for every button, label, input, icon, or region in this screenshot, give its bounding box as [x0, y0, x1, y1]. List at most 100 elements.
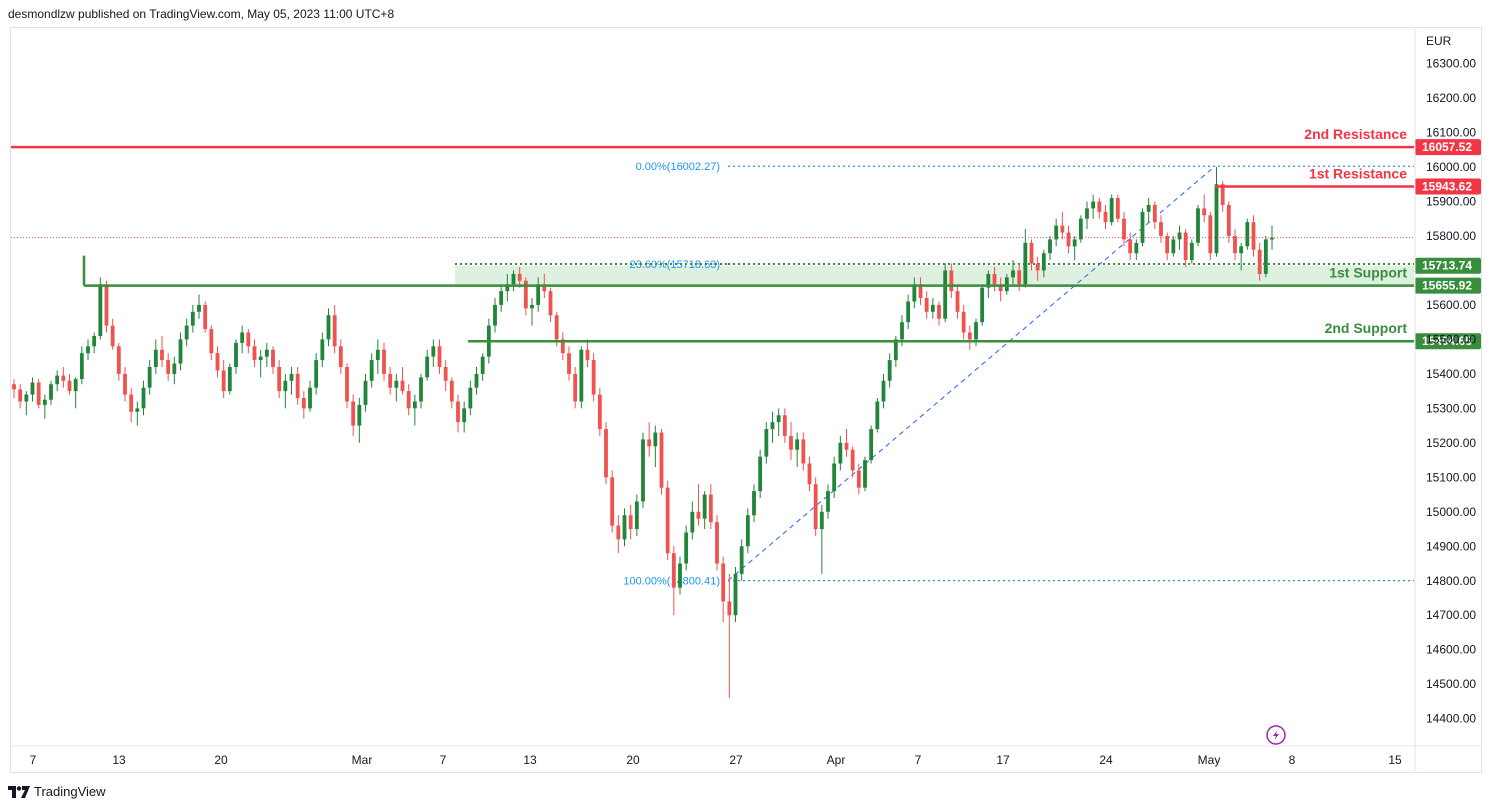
candle — [240, 325, 245, 354]
candle-body — [887, 360, 892, 381]
candle-body — [1270, 237, 1274, 240]
candle-body — [986, 273, 991, 288]
candle-body — [591, 360, 596, 395]
candle-body — [30, 382, 35, 395]
candle-body — [86, 346, 90, 354]
candle — [1078, 215, 1083, 243]
fib-trend-line — [727, 165, 1216, 581]
candle-body — [856, 470, 861, 488]
currency-label: EUR — [1426, 34, 1452, 48]
y-tick-label: 14700.00 — [1426, 608, 1476, 622]
candle-body — [79, 353, 84, 380]
candle — [1060, 211, 1065, 240]
candle-body — [221, 370, 226, 392]
candle-body — [641, 439, 645, 502]
x-tick-label: Apr — [827, 753, 846, 767]
y-tick-label: 14400.00 — [1426, 712, 1476, 726]
candle — [1048, 235, 1052, 261]
candle-body — [536, 284, 541, 305]
candle — [431, 339, 436, 367]
price-tag-label: 15655.92 — [1422, 279, 1472, 293]
candle-body — [197, 304, 201, 312]
candle — [924, 291, 929, 319]
candle-body — [1134, 242, 1139, 254]
candle-body — [425, 356, 430, 378]
x-axis[interactable]: 7 13 20 Mar 7 13 20 27 Apr 7 17 24 May 8 15 — [11, 745, 1482, 767]
candle — [1140, 208, 1145, 247]
candle-body — [721, 563, 726, 602]
candle-body — [18, 389, 23, 402]
candle — [375, 339, 380, 374]
price-tag: 15494.65 — [1415, 333, 1481, 350]
tradingview-logo-icon — [8, 785, 30, 798]
lightning-icon[interactable] — [1266, 725, 1286, 745]
candle — [129, 387, 134, 423]
candle-body — [1226, 204, 1231, 236]
price-tag-label: 15494.65 — [1422, 334, 1472, 348]
candle-body — [819, 511, 824, 530]
candle — [406, 384, 411, 416]
candle-body — [758, 456, 763, 492]
candle-body — [277, 366, 282, 392]
chart-frame — [10, 27, 1482, 773]
candle-body — [604, 429, 608, 478]
x-tick-label: 27 — [729, 753, 743, 767]
candle — [560, 332, 565, 361]
candle — [271, 346, 275, 374]
candle — [1122, 211, 1126, 247]
candle — [579, 346, 584, 409]
candle-body — [992, 273, 997, 285]
candle — [1041, 249, 1046, 278]
candle — [468, 380, 473, 416]
candle-body — [166, 360, 171, 374]
candle — [86, 339, 90, 361]
candle-body — [647, 439, 652, 447]
candle — [209, 325, 214, 361]
candle — [295, 366, 300, 405]
candle-body — [301, 398, 306, 409]
candle — [419, 373, 423, 409]
y-tick-label: 15000.00 — [1426, 505, 1476, 519]
candle — [332, 304, 337, 354]
candle-body — [875, 401, 880, 430]
candle — [474, 366, 479, 395]
candle — [443, 360, 448, 392]
candle — [18, 384, 23, 409]
candle-body — [1251, 222, 1256, 250]
candle-body — [1177, 232, 1182, 240]
candle-body — [326, 315, 331, 340]
candle — [456, 394, 460, 433]
candle — [653, 425, 658, 467]
candle — [141, 380, 146, 416]
candle-body — [998, 284, 1003, 292]
candle — [912, 277, 917, 309]
candle-body — [357, 404, 362, 426]
candle-body — [671, 553, 676, 588]
candle-body — [382, 349, 386, 374]
price-tag-bg — [1415, 139, 1481, 156]
candle-body — [456, 401, 460, 423]
candle-body — [776, 415, 781, 423]
y-tick-label: 15500.00 — [1426, 332, 1476, 346]
candle-body — [863, 460, 867, 488]
candle-body — [160, 349, 164, 361]
candle — [30, 377, 35, 402]
candle — [782, 408, 787, 443]
y-tick-label: 14800.00 — [1426, 574, 1476, 588]
candle-body — [1239, 246, 1244, 254]
publisher-header: desmondlzw published on TradingView.com,… — [8, 7, 395, 21]
candle-body — [610, 477, 615, 526]
candle-body — [850, 449, 855, 471]
candle — [1054, 218, 1059, 247]
candle-body — [110, 325, 115, 347]
candle-body — [289, 373, 294, 381]
candle-body — [1196, 208, 1200, 243]
candle — [314, 353, 319, 395]
price-tag-bg — [1415, 178, 1481, 195]
candle-body — [314, 360, 319, 388]
candle-body — [560, 339, 565, 354]
y-axis[interactable]: 16300.00 16200.00 16100.00 16000.00 15900.00… — [1414, 27, 1476, 773]
fib-level-label: 0.00%(16002.27) — [636, 161, 720, 173]
candle-body — [881, 380, 886, 402]
